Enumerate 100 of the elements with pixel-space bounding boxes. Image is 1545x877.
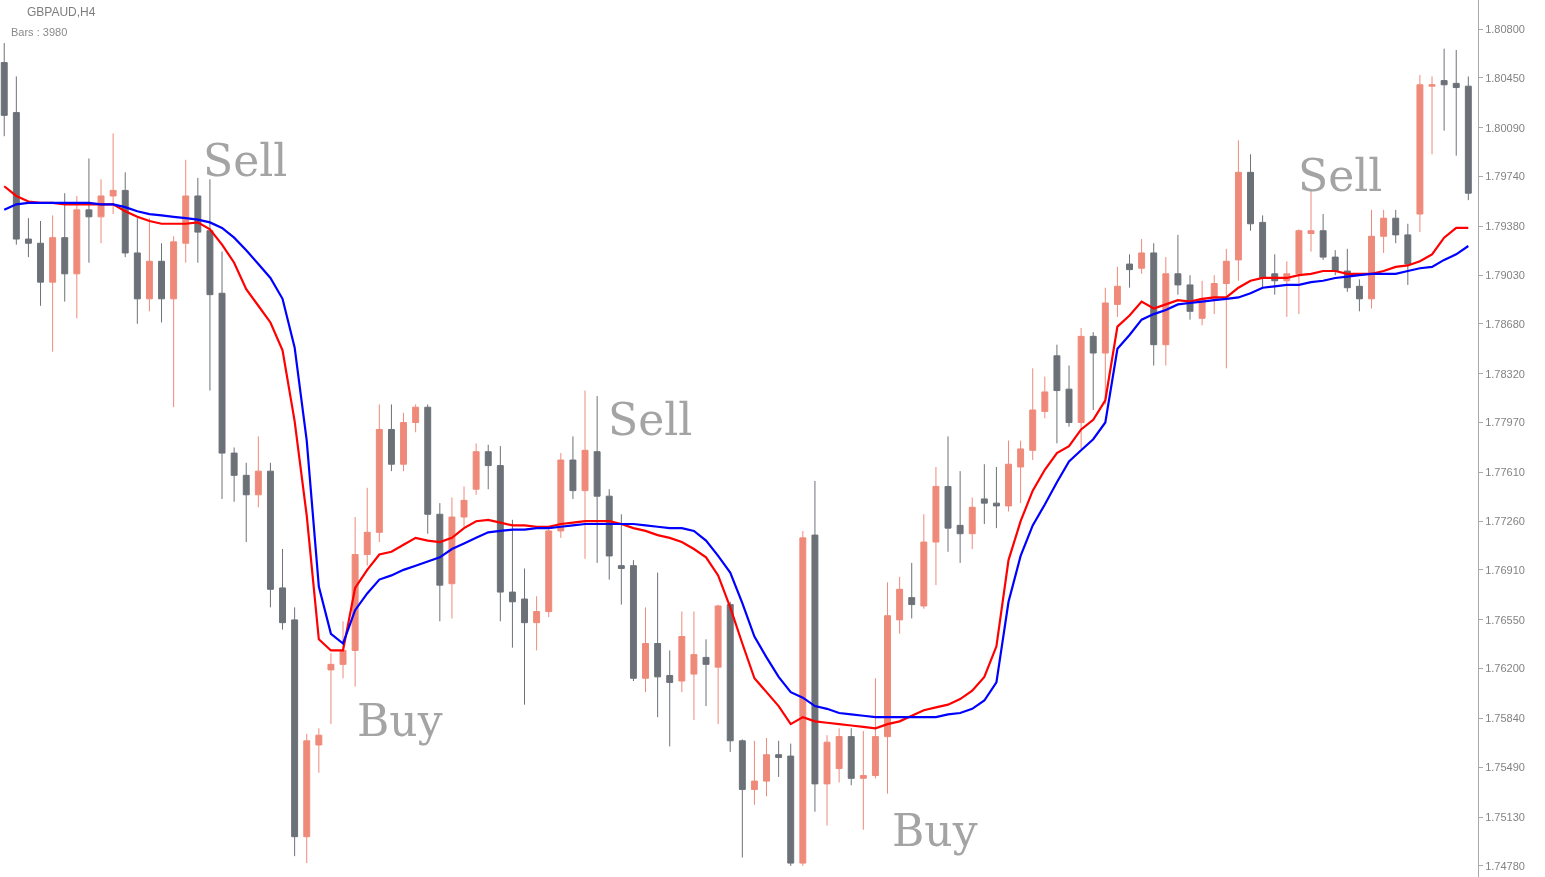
candlestick <box>1368 209 1375 310</box>
y-tick-label: 1.79380 <box>1485 220 1525 233</box>
candlestick <box>1150 242 1158 367</box>
annotation: Buy <box>892 805 978 856</box>
candlestick <box>726 601 734 753</box>
candlestick <box>1464 75 1472 201</box>
y-tick-label: 1.75840 <box>1485 712 1525 725</box>
candlestick <box>569 435 577 500</box>
candlestick <box>581 390 589 560</box>
candlestick <box>533 595 541 651</box>
candlestick <box>992 466 1000 529</box>
y-tick-label: 1.80450 <box>1485 71 1525 84</box>
candlestick <box>1440 48 1448 132</box>
annotation: Buy <box>357 695 443 746</box>
candlestick <box>12 75 20 246</box>
y-tick-label: 1.80800 <box>1485 23 1525 36</box>
text: Bars : 3980 <box>11 26 68 38</box>
candlestick <box>920 513 928 610</box>
y-tick-label: 1.78680 <box>1485 317 1525 330</box>
y-tick-label: 1.76910 <box>1485 563 1525 576</box>
candlestick <box>593 395 601 564</box>
y-tick-label: 1.74780 <box>1485 859 1525 872</box>
candlestick <box>932 466 940 586</box>
candlestick <box>1355 278 1363 312</box>
candlestick <box>908 562 916 619</box>
candlestick <box>49 214 57 353</box>
candlestick <box>1029 367 1037 461</box>
candlestick <box>206 178 214 392</box>
y-tick-label: 1.79740 <box>1485 170 1525 183</box>
candlestick <box>1222 248 1230 369</box>
candlestick <box>1416 74 1424 233</box>
candlestick <box>254 435 262 508</box>
candlestick <box>387 403 395 472</box>
candlestick <box>1295 228 1303 315</box>
candlestick <box>97 178 105 244</box>
annotation: Sell <box>203 135 288 186</box>
candlestick <box>702 638 710 707</box>
candlestick <box>400 412 407 472</box>
candlestick <box>1247 153 1254 232</box>
candlestick <box>484 444 492 490</box>
candlestick <box>291 606 299 857</box>
candlestick <box>1101 287 1109 405</box>
y-tick-label: 1.77260 <box>1485 515 1525 528</box>
y-tick-label: 1.79030 <box>1485 269 1525 282</box>
candlestick <box>617 513 625 606</box>
candlestick <box>847 727 855 786</box>
candlestick <box>823 734 831 827</box>
candlestick <box>545 527 553 618</box>
candlestick <box>1005 440 1012 512</box>
candlestick <box>678 611 686 693</box>
candlestick <box>956 470 964 564</box>
candlestick <box>375 403 383 543</box>
candlestick <box>460 485 468 528</box>
candlestick <box>811 480 819 813</box>
candlestick <box>871 677 879 779</box>
candlestick <box>835 727 843 783</box>
chart-title: GBPAUD,H4 <box>27 5 96 19</box>
candlestick <box>859 730 867 831</box>
candlestick <box>1126 253 1133 289</box>
y-tick-label: 1.77970 <box>1485 416 1525 429</box>
candlestick <box>714 604 722 725</box>
candlestick <box>303 733 311 864</box>
candlestick <box>896 576 904 635</box>
y-tick-label: 1.75490 <box>1485 761 1525 774</box>
candlestick <box>1404 223 1412 286</box>
candlestick <box>738 738 746 859</box>
candlestick <box>1452 49 1460 157</box>
candlestick <box>1053 344 1061 444</box>
candlestick <box>121 171 129 258</box>
candlestick <box>787 743 795 867</box>
candlestick <box>1174 234 1182 296</box>
candlestick <box>61 192 69 303</box>
candlestick <box>436 502 444 622</box>
candlestick <box>0 42 8 137</box>
annotation: Sell <box>608 394 693 445</box>
candlestick <box>24 217 32 258</box>
candlestick <box>315 727 323 774</box>
y-tick-label: 1.78320 <box>1485 367 1525 380</box>
candlestick <box>642 606 649 693</box>
candlestick <box>775 740 783 778</box>
candlestick <box>242 462 250 543</box>
candlestick <box>1113 266 1121 318</box>
candlestick <box>73 195 81 319</box>
candlestick <box>230 447 238 503</box>
candlestick <box>799 530 807 867</box>
candlestick <box>1162 256 1170 367</box>
candlestick <box>496 445 504 622</box>
candlestick <box>363 487 371 567</box>
candlestick <box>218 251 226 500</box>
candlestick <box>472 442 480 496</box>
candlestick <box>1331 249 1339 276</box>
y-tick-label: 1.80090 <box>1485 121 1525 134</box>
candlestick <box>1041 376 1049 419</box>
candlestick <box>1392 209 1400 244</box>
candlestick <box>145 217 153 312</box>
candlestick <box>327 652 335 725</box>
candlestick <box>424 403 432 535</box>
candlestick <box>182 159 190 264</box>
candlestick <box>557 452 565 539</box>
candlestick <box>1077 327 1085 450</box>
